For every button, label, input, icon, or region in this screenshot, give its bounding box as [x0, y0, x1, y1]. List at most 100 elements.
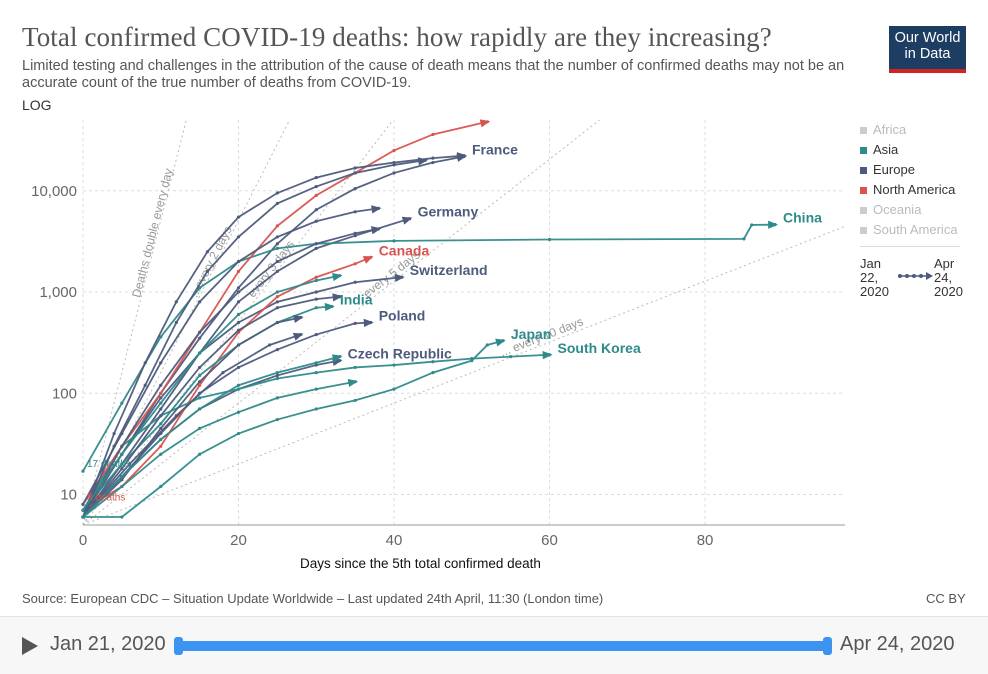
source-note[interactable]: Source: European CDC – Situation Update …: [22, 591, 604, 606]
play-icon[interactable]: [22, 637, 38, 655]
chart-plot: Deaths double every day ...every 2 days ev…: [31, 119, 846, 549]
series-point: [120, 478, 124, 482]
series-arrowhead: [401, 216, 413, 225]
series-point: [81, 502, 85, 506]
series-point: [236, 215, 241, 219]
series-point: [275, 224, 279, 228]
series-label: Switzerland: [410, 262, 488, 278]
series-point: [159, 407, 163, 411]
legend-item-oceania[interactable]: Oceania: [860, 200, 980, 220]
series-point: [81, 515, 85, 519]
series-point: [314, 361, 318, 365]
legend-item-north-america[interactable]: North America: [860, 180, 980, 200]
doubling-guides: Deaths double every day ...every 2 days ev…: [82, 119, 846, 526]
series-point: [236, 387, 241, 391]
series-point: [120, 401, 124, 405]
owid-logo[interactable]: Our World in Data: [889, 26, 966, 73]
series-point: [268, 343, 272, 347]
series-point: [431, 360, 435, 364]
series-point: [275, 300, 279, 304]
series-point: [431, 132, 435, 137]
series-arrowhead: [332, 273, 343, 282]
series-point: [314, 371, 318, 375]
grid: [82, 120, 845, 525]
series-line: [82, 223, 776, 472]
series-point: [431, 156, 435, 160]
doubling-guide-line: [82, 225, 846, 526]
timeline-end-handle[interactable]: [823, 637, 832, 655]
series-point: [275, 295, 279, 299]
series-point: [314, 242, 318, 246]
series-point: [236, 312, 241, 317]
license-link[interactable]: CC BY: [926, 591, 966, 606]
series-point: [392, 239, 396, 243]
y-tick-label: 1,000: [39, 284, 77, 301]
series-label: South Korea: [558, 340, 641, 356]
legend-swatch: [860, 186, 867, 194]
series-point: [159, 444, 163, 448]
series-point: [314, 407, 318, 411]
logo-line-1: Our World: [894, 30, 961, 46]
legend-item-south-america[interactable]: South America: [860, 220, 980, 240]
series-point: [314, 219, 318, 223]
legend-label: North America: [873, 182, 956, 197]
series-label: India: [340, 291, 373, 307]
x-tick-label: 80: [697, 532, 714, 549]
legend-swatch: [860, 206, 867, 214]
series-label: Japan: [511, 326, 551, 342]
series-arrowhead: [768, 220, 779, 229]
series-point: [485, 343, 489, 347]
series-point: [353, 321, 357, 325]
series-point: [198, 330, 202, 334]
series-point: [275, 376, 279, 381]
series-point: [353, 166, 357, 170]
legend-label: Africa: [873, 122, 907, 137]
series-point: [314, 306, 318, 310]
series-point: [205, 269, 210, 273]
series-point: [314, 208, 318, 212]
series-point: [236, 383, 241, 387]
series-point: [275, 269, 279, 273]
legend-item-asia[interactable]: Asia: [860, 140, 980, 160]
series-point: [750, 223, 754, 227]
series-point: [353, 262, 357, 266]
series-line: [82, 333, 301, 518]
series-point: [353, 365, 357, 370]
timeline-slider[interactable]: [174, 637, 832, 655]
series-point: [392, 148, 396, 153]
timeline-start-handle[interactable]: [174, 637, 183, 655]
series-arrowhead: [332, 293, 343, 302]
series-point: [120, 475, 124, 479]
series-point: [159, 422, 163, 426]
x-tick-label: 60: [541, 532, 558, 549]
series-line: [82, 154, 465, 518]
series-point: [314, 297, 318, 301]
series-point: [159, 401, 163, 405]
scale-toggle[interactable]: LOG: [22, 97, 52, 113]
series-point: [143, 361, 147, 365]
legend-item-africa[interactable]: Africa: [860, 120, 980, 140]
series-point: [159, 437, 163, 442]
series-arrowhead: [495, 338, 506, 347]
series-point: [205, 250, 210, 254]
chart-title: Total confirmed COVID-19 deaths: how rap…: [22, 22, 772, 52]
series-point: [120, 467, 124, 471]
series-point: [236, 259, 241, 264]
series-point: [275, 191, 279, 195]
series-arrowhead: [417, 157, 429, 166]
legend-label: Oceania: [873, 202, 922, 217]
series-point: [81, 508, 85, 512]
series-point: [128, 462, 132, 466]
series-point: [236, 320, 241, 325]
series-point: [314, 193, 318, 198]
series-point: [120, 462, 124, 466]
legend-item-europe[interactable]: Europe: [860, 160, 980, 180]
legend-separator: [860, 246, 960, 247]
series-point: [198, 407, 202, 411]
series-point: [275, 259, 279, 264]
legend-label: Asia: [873, 142, 899, 157]
x-tick-label: 20: [230, 532, 247, 549]
series-arrowhead: [479, 119, 491, 128]
series-line: [82, 316, 301, 518]
series-label: China: [783, 210, 822, 226]
